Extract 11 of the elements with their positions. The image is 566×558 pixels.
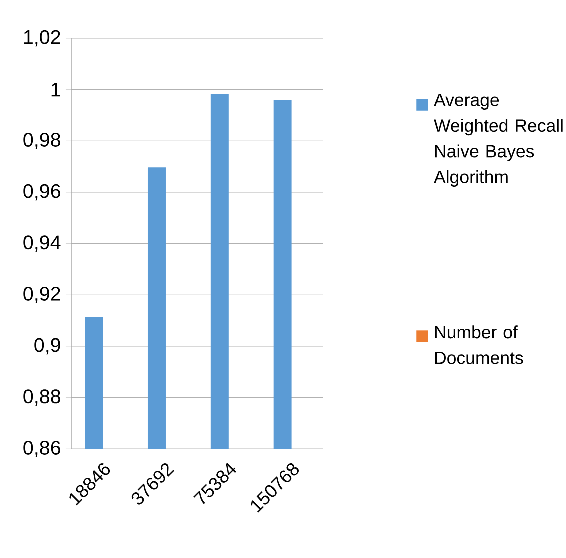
y-tick-label: 0,94: [24, 236, 61, 252]
legend-label: Number of Documents: [435, 326, 524, 364]
y-tick-label: 1,02: [24, 30, 60, 47]
y-tick-label: 0,92: [24, 287, 60, 304]
y-tick-label: 0,86: [24, 441, 60, 458]
y-tick-label: 0,96: [24, 184, 60, 201]
y-tick-label: 0,88: [24, 390, 60, 406]
y-tick-label: 0,9: [34, 338, 60, 355]
y-tick-label: 0,98: [24, 133, 60, 150]
y-tick-label: 1: [52, 83, 60, 97]
legend-label: Average Weighted Recall Naive Bayes Algorithm: [434, 94, 563, 188]
